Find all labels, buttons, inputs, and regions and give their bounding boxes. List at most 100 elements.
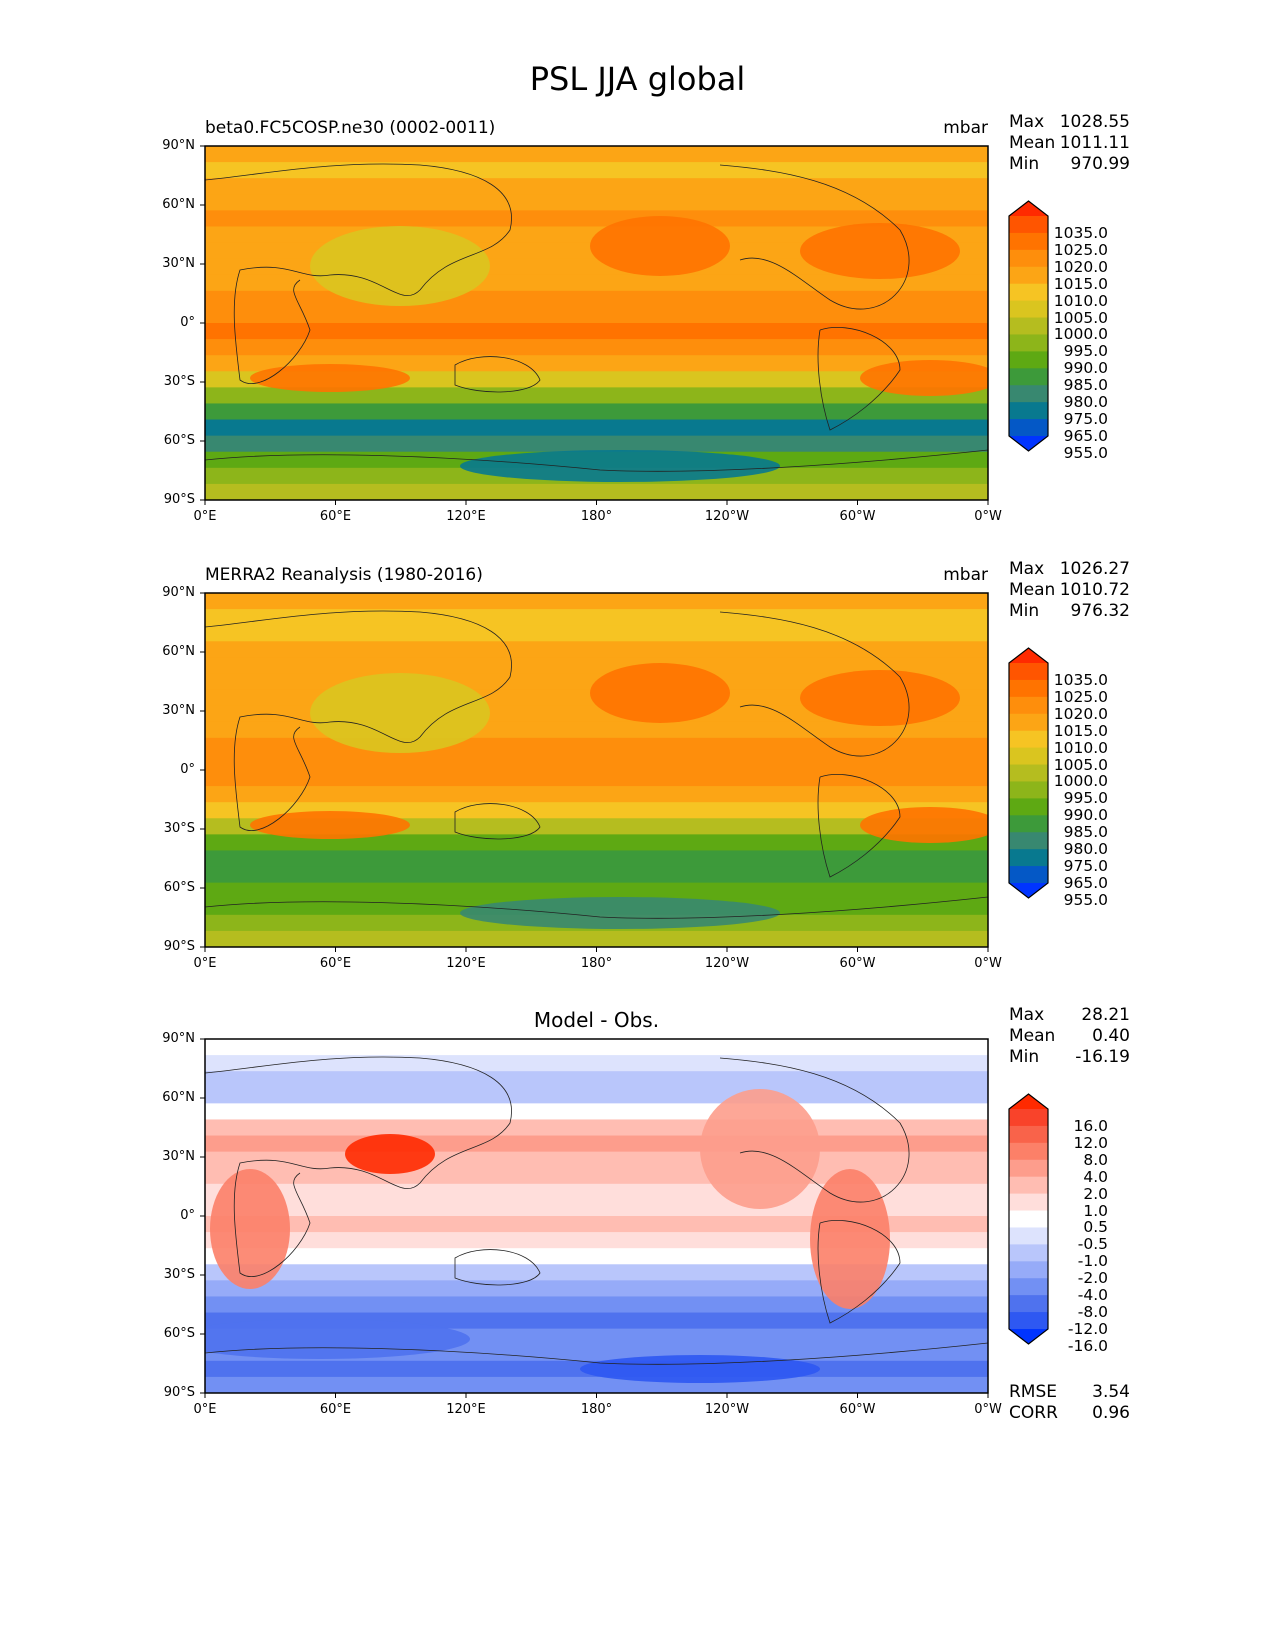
colorbar-segment xyxy=(1009,266,1048,285)
field-feature xyxy=(460,897,780,929)
colorbar-tick-label: 1015.0 xyxy=(1053,721,1108,740)
colorbar-tick-label: 12.0 xyxy=(1073,1133,1108,1152)
stat-value-mean: 1010.72 xyxy=(1059,580,1130,600)
colorbar-segment xyxy=(1009,798,1048,816)
colorbar-segment xyxy=(1009,866,1048,884)
colorbar xyxy=(1008,200,1049,452)
field-feature xyxy=(700,1089,820,1209)
field-band xyxy=(205,1103,988,1121)
colorbar-segment xyxy=(1009,1142,1048,1161)
field-feature xyxy=(460,450,780,482)
lon-tick-label: 120°W xyxy=(704,509,750,524)
field-band xyxy=(205,770,988,788)
colorbar-tick-label: 2.0 xyxy=(1083,1184,1108,1203)
field-feature xyxy=(590,216,730,276)
lat-tick-label: 60°N xyxy=(162,644,195,659)
lat-tick-label: 90°S xyxy=(163,939,195,954)
lat-tick-label: 0° xyxy=(180,1208,195,1223)
colorbar-tick-label: 985.0 xyxy=(1063,823,1108,842)
field-band xyxy=(205,162,988,180)
field-band xyxy=(205,306,988,324)
field-band xyxy=(205,403,988,421)
panel-units: mbar xyxy=(943,118,988,138)
colorbar-tick-label: -12.0 xyxy=(1067,1320,1108,1338)
colorbar-tick-label: 980.0 xyxy=(1063,393,1108,412)
colorbar-segment xyxy=(1009,1193,1048,1212)
colorbar-segment xyxy=(1009,216,1048,234)
colorbar-tick-label: 1.0 xyxy=(1083,1201,1108,1220)
field-band xyxy=(205,1071,988,1089)
lon-tick-label: 120°W xyxy=(704,1402,750,1417)
lon-tick-label: 60°E xyxy=(319,1402,352,1417)
lon-tick-label: 0°E xyxy=(193,509,217,524)
field-band xyxy=(205,609,988,627)
panel-center-title: Model - Obs. xyxy=(533,1008,660,1032)
lat-tick-label: 90°S xyxy=(163,1385,195,1400)
colorbar-segment xyxy=(1009,663,1048,681)
field-band xyxy=(205,1232,988,1250)
lon-tick-label: 180° xyxy=(580,509,613,524)
lat-tick-label: 60°N xyxy=(162,1090,195,1105)
coastline xyxy=(454,803,541,840)
stat-value-mean: 0.40 xyxy=(1092,1026,1130,1046)
field-band xyxy=(205,290,988,308)
field-band xyxy=(205,1280,988,1298)
colorbar-segment xyxy=(1009,679,1048,698)
field-feature xyxy=(210,1169,290,1289)
field-feature xyxy=(310,673,490,753)
colorbar xyxy=(1008,1093,1049,1345)
stat-label-max: Max xyxy=(1009,559,1045,579)
coastline xyxy=(454,1249,541,1286)
stat-label-rmse: RMSE xyxy=(1009,1382,1058,1402)
colorbar-segment xyxy=(1009,1159,1048,1178)
colorbar-segment xyxy=(1009,832,1048,850)
lat-tick-label: 30°S xyxy=(163,374,195,389)
colorbar-segment xyxy=(1009,300,1048,319)
colorbar-segment xyxy=(1009,385,1048,403)
lat-tick-label: 90°N xyxy=(162,1031,195,1046)
stat-value-min: 976.32 xyxy=(1070,601,1130,621)
lon-tick-label: 60°W xyxy=(839,1402,876,1417)
lat-tick-label: 0° xyxy=(180,762,195,777)
field-feature xyxy=(800,670,960,726)
colorbar-tick-label: 1020.0 xyxy=(1053,257,1108,276)
field-band xyxy=(205,1264,988,1282)
stat-label-mean: Mean xyxy=(1009,580,1056,600)
colorbar-segment xyxy=(1009,1109,1048,1127)
field-band xyxy=(205,419,988,437)
coastline xyxy=(205,449,988,472)
map-field xyxy=(205,593,988,947)
lon-tick-label: 0°W xyxy=(974,956,1002,971)
lon-tick-label: 180° xyxy=(580,956,613,971)
field-band xyxy=(205,753,988,771)
colorbar-tick-label: 1015.0 xyxy=(1053,274,1108,293)
field-band xyxy=(205,882,988,900)
coastline xyxy=(719,1057,910,1203)
colorbar-tick-label: 955.0 xyxy=(1063,443,1108,462)
panel-units: mbar xyxy=(943,565,988,585)
colorbar-tick-label: 1005.0 xyxy=(1053,755,1108,774)
coastline xyxy=(719,611,910,757)
lon-tick-label: 120°E xyxy=(446,956,486,971)
stat-label-corr: CORR xyxy=(1009,1403,1058,1423)
colorbar-segment xyxy=(1009,747,1048,766)
colorbar-segment xyxy=(1009,781,1048,799)
lon-tick-label: 0°W xyxy=(974,1402,1002,1417)
colorbar-tick-label: 1035.0 xyxy=(1053,223,1108,242)
colorbar-segment xyxy=(1009,764,1048,782)
stat-value-min: -16.19 xyxy=(1075,1047,1130,1067)
colorbar-extend-max xyxy=(1009,648,1048,663)
coastline xyxy=(205,1056,512,1277)
stat-value-max: 1028.55 xyxy=(1059,112,1130,132)
colorbar-tick-label: 975.0 xyxy=(1063,857,1108,876)
colorbar-tick-label: 995.0 xyxy=(1063,789,1108,808)
colorbar-tick-label: 0.5 xyxy=(1083,1218,1108,1237)
field-feature xyxy=(810,1169,890,1309)
field-band xyxy=(205,866,988,884)
colorbar-tick-label: 975.0 xyxy=(1063,410,1108,429)
colorbar-segment xyxy=(1009,351,1048,369)
field-band xyxy=(205,930,988,947)
colorbar-extend-min xyxy=(1009,1329,1048,1344)
field-band xyxy=(205,802,988,820)
colorbar xyxy=(1008,647,1049,899)
